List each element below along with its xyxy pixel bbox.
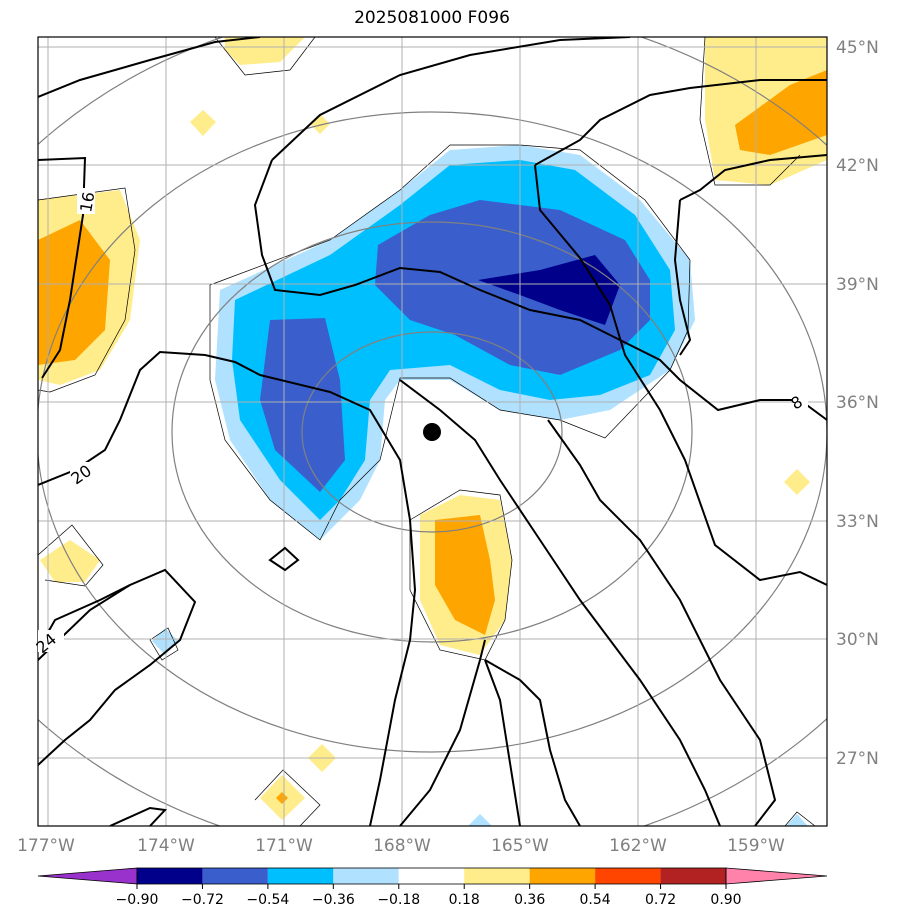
- colorbar-tick-label: 0.18: [449, 892, 480, 908]
- colorbar-segment: [267, 868, 334, 884]
- positive-anomaly-north-light: [225, 37, 305, 65]
- negative-anomaly-small-2: [468, 814, 492, 826]
- lon-label-168w: 168°W: [373, 836, 431, 856]
- positive-anomaly-small-3: [784, 469, 810, 495]
- latitude-labels: 45°N 42°N 39°N 36°N 33°N 30°N 27°N: [836, 38, 879, 769]
- lat-label-45n: 45°N: [836, 38, 879, 58]
- lat-label-36n: 36°N: [836, 393, 879, 413]
- negative-anomaly-small-3: [786, 814, 808, 826]
- map-plot-area: [38, 37, 827, 826]
- colorbar-tick-label: −0.18: [377, 892, 420, 908]
- colorbar-tick-label: 0.72: [645, 892, 676, 908]
- colorbar: −0.90 −0.72 −0.54 −0.36 −0.18 0.18 0.36 0.54 0.7…: [37, 867, 828, 908]
- storm-center-marker: [423, 423, 441, 441]
- colorbar-extend-low: [37, 867, 138, 885]
- colorbar-tick-label: −0.36: [312, 892, 355, 908]
- map-frame: [37, 36, 828, 827]
- thin-contours: [38, 37, 816, 826]
- positive-anomaly-west-mid: [38, 220, 110, 365]
- colorbar-tick-label: 0.36: [514, 892, 545, 908]
- graticule: [38, 37, 827, 826]
- lat-label-39n: 39°N: [836, 275, 879, 295]
- colorbar-segment: [529, 868, 596, 884]
- positive-anomaly-small-1: [190, 110, 216, 136]
- colorbar-tick-label: −0.54: [246, 892, 289, 908]
- colorbar-segment: [202, 868, 268, 884]
- lat-label-27n: 27°N: [836, 749, 879, 769]
- thick-contours: [38, 37, 827, 826]
- positive-anomaly-south-mid: [435, 515, 495, 635]
- lon-label-159w: 159°W: [727, 836, 785, 856]
- map-title: 2025081000 F096: [354, 8, 510, 28]
- positive-anomaly-small-4-core: [276, 792, 288, 804]
- lat-label-33n: 33°N: [836, 512, 879, 532]
- colorbar-outline: [136, 867, 727, 885]
- colorbar-segment: [398, 868, 465, 884]
- negative-anomaly-dark-west: [260, 318, 345, 492]
- positive-anomaly-ne-mid: [735, 70, 827, 155]
- colorbar-tick-label: −0.72: [181, 892, 224, 908]
- colorbar-tick-label: 0.90: [710, 892, 741, 908]
- colorbar-tick-label: −0.90: [116, 892, 159, 908]
- lon-label-174w: 174°W: [137, 836, 195, 856]
- negative-anomaly-darkest: [478, 255, 620, 325]
- lat-label-42n: 42°N: [836, 156, 879, 176]
- colorbar-tick-label: 0.54: [580, 892, 611, 908]
- range-rings: [38, 37, 827, 826]
- colorbar-segment: [333, 868, 399, 884]
- lat-label-30n: 30°N: [836, 630, 879, 650]
- lon-label-165w: 165°W: [491, 836, 549, 856]
- contour-label-16: 16: [76, 190, 98, 213]
- colorbar-segment: [464, 868, 530, 884]
- longitude-labels: 177°W 174°W 171°W 168°W 165°W 162°W 159°…: [17, 836, 785, 856]
- colorbar-segment: [595, 868, 661, 884]
- lon-label-171w: 171°W: [255, 836, 313, 856]
- colorbar-segment: [137, 868, 203, 884]
- colorbar-segment: [660, 868, 726, 884]
- colorbar-extend-high: [725, 867, 828, 885]
- lon-label-162w: 162°W: [609, 836, 667, 856]
- lon-label-177w: 177°W: [17, 836, 75, 856]
